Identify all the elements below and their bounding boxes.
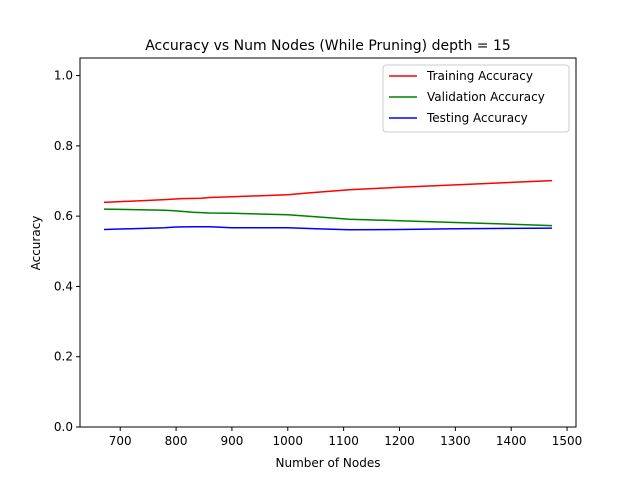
y-tick-label: 0.6: [54, 209, 73, 223]
y-tick-label: 0.0: [54, 420, 73, 434]
y-axis: 0.0 0.2 0.4 0.6 0.8 1.0: [54, 69, 80, 434]
x-tick-label: 1400: [496, 434, 527, 448]
x-tick-label: 1100: [328, 434, 359, 448]
plot-frame: [79, 57, 577, 428]
x-axis-title: Number of Nodes: [276, 456, 381, 470]
x-tick-label: 1300: [440, 434, 471, 448]
y-tick-label: 0.4: [54, 279, 73, 293]
legend-label-2: Validation Accuracy: [427, 90, 545, 104]
legend: Training Accuracy Validation Accuracy Test…: [382, 64, 570, 133]
legend-label-3: Testing Accuracy: [426, 111, 528, 125]
x-tick-label: 900: [220, 434, 243, 448]
series-lines: [103, 179, 553, 231]
x-tick-label: 1000: [273, 434, 304, 448]
chart-title: Accuracy vs Num Nodes (While Pruning) de…: [145, 38, 511, 54]
x-tick-label: 700: [109, 434, 132, 448]
x-tick-label: 1500: [552, 434, 583, 448]
x-tick-label: 1200: [384, 434, 415, 448]
legend-label-1: Training Accuracy: [426, 69, 533, 83]
series-line-2: [103, 208, 553, 227]
series-line-1: [103, 179, 553, 204]
y-tick-label: 0.8: [54, 139, 73, 153]
y-tick-label: 1.0: [54, 69, 73, 83]
y-tick-label: 0.2: [54, 350, 73, 364]
x-axis: 700 800 900 1000 1100 1200 1300 1400 1500: [109, 427, 583, 448]
y-axis-title: Accuracy: [29, 216, 43, 271]
legend-frame: [382, 64, 570, 133]
x-tick-label: 800: [165, 434, 188, 448]
series-line-3: [103, 225, 553, 231]
plot-area: [79, 57, 577, 428]
